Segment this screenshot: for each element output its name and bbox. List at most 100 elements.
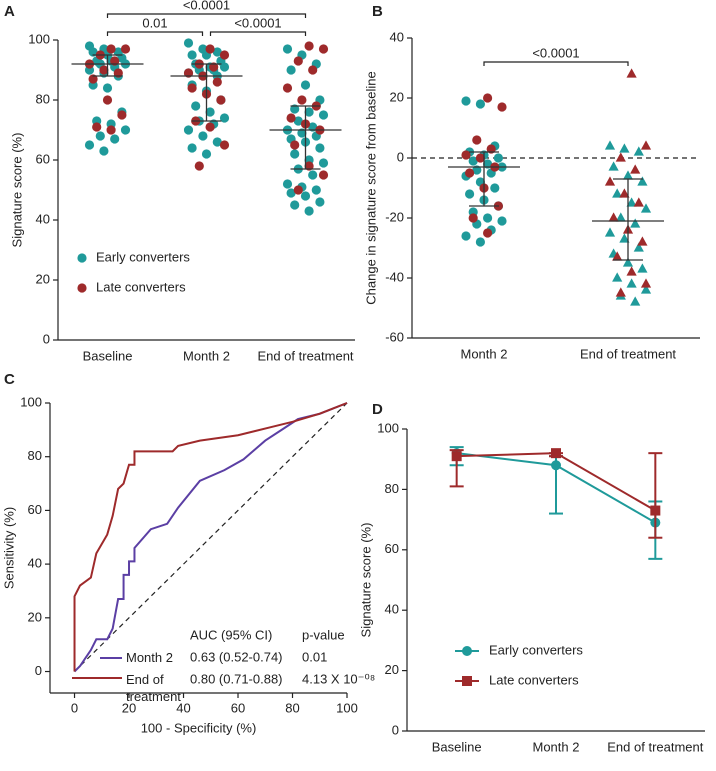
data-point (117, 110, 127, 120)
data-point (318, 110, 329, 120)
data-point (461, 96, 471, 106)
y-tick-label: 0 (392, 722, 399, 737)
data-point (110, 56, 120, 66)
legend-label: Month 2 (126, 650, 173, 665)
y-tick-label: 20 (390, 89, 404, 104)
data-point (483, 213, 493, 223)
data-point (468, 156, 478, 166)
y-tick-label: 40 (28, 556, 42, 571)
data-point (604, 176, 616, 186)
data-point (633, 197, 644, 207)
data-point (551, 460, 561, 471)
data-point (282, 44, 293, 54)
significance-label: <0.0001 (234, 15, 281, 30)
data-point (216, 95, 226, 105)
y-tick-label: 20 (385, 662, 399, 677)
data-point (640, 284, 652, 294)
y-tick-label: 20 (28, 609, 42, 624)
y-tick-label: 100 (377, 420, 399, 435)
data-point (300, 191, 311, 201)
auc-value: 0.63 (0.52-0.74) (190, 649, 283, 664)
data-point (205, 122, 215, 132)
data-point (640, 278, 652, 288)
panel-label: A (4, 3, 15, 20)
significance-bracket (106, 13, 307, 18)
data-point (201, 149, 212, 159)
data-point (318, 44, 329, 54)
x-axis-label: 100 - Specificity (%) (141, 720, 257, 735)
data-point (497, 102, 507, 112)
data-point (461, 231, 471, 241)
data-point (637, 263, 648, 273)
data-point (300, 80, 311, 90)
data-point (640, 140, 652, 150)
legend-label-box: Month 2 (126, 650, 173, 665)
data-point (290, 104, 300, 114)
data-point (604, 227, 616, 237)
data-point (630, 218, 641, 228)
data-point (612, 272, 623, 282)
data-point (475, 99, 485, 109)
data-point (304, 161, 314, 171)
data-point (219, 50, 230, 60)
y-axis-label: Signature score (%) (9, 133, 24, 248)
x-tick-label: End of treatment (580, 346, 676, 361)
data-point (198, 131, 208, 141)
data-point (106, 125, 116, 135)
data-point (286, 188, 296, 198)
data-point (77, 253, 87, 263)
data-point (630, 164, 641, 174)
x-tick-label: Baseline (432, 739, 482, 754)
data-point (99, 146, 109, 156)
data-point (626, 266, 637, 276)
significance-label: <0.0001 (532, 45, 579, 60)
data-point (212, 137, 222, 147)
data-point (99, 65, 109, 75)
legend-label: Early converters (489, 642, 583, 657)
panel-label: B (372, 3, 383, 20)
x-tick-label: 40 (176, 700, 190, 715)
legend-label: End of treatment (126, 672, 181, 704)
data-point (608, 212, 619, 222)
data-point (619, 143, 630, 153)
data-point (293, 56, 303, 66)
legend-label: Late converters (489, 672, 579, 687)
data-point (612, 251, 623, 261)
p-value: 0.01 (302, 649, 327, 664)
data-point (286, 113, 296, 123)
data-point (88, 74, 98, 84)
series-line (73, 402, 348, 672)
y-tick-label: 20 (36, 271, 50, 286)
data-point (304, 107, 314, 117)
data-point (219, 113, 230, 123)
data-point (183, 38, 194, 48)
data-point (486, 144, 496, 154)
data-point (626, 68, 637, 78)
table-header: p-value (302, 627, 345, 642)
y-tick-label: 0 (43, 331, 50, 346)
data-point (120, 125, 131, 135)
data-point (212, 47, 222, 57)
legend-label: Late converters (96, 279, 186, 294)
y-tick-label: 0 (35, 663, 42, 678)
data-point (315, 197, 325, 207)
data-point (615, 287, 626, 297)
data-point (472, 135, 482, 145)
data-point (308, 170, 318, 180)
data-point (120, 44, 131, 54)
data-point (633, 242, 644, 252)
data-point (102, 83, 113, 93)
p-value: 4.13 X 10⁻⁰⁸ (302, 671, 375, 686)
data-point (475, 237, 485, 247)
data-point (451, 451, 462, 462)
data-point (318, 170, 329, 180)
data-point (290, 149, 300, 159)
data-point (219, 62, 230, 72)
data-point (315, 143, 325, 153)
data-point (626, 278, 637, 288)
data-point (483, 159, 493, 169)
data-point (77, 283, 87, 293)
data-point (290, 140, 300, 150)
data-point (191, 101, 201, 111)
y-tick-label: -20 (385, 209, 404, 224)
